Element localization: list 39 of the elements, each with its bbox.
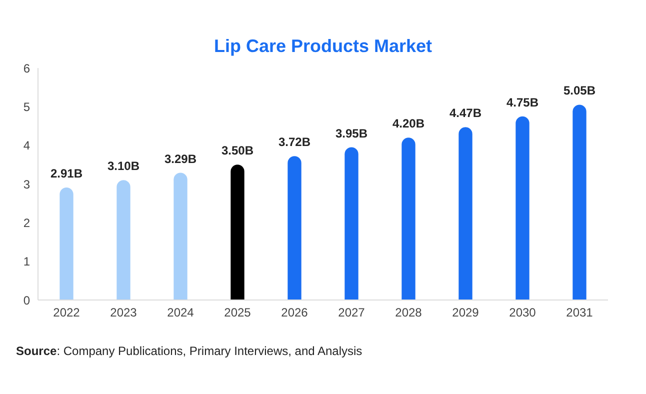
bar: [344, 147, 358, 300]
data-label: 4.20B: [392, 116, 425, 131]
bar: [116, 180, 130, 300]
x-tick-label: 2024: [167, 306, 194, 320]
y-tick-label: 2: [23, 216, 30, 230]
bar: [572, 104, 586, 300]
x-tick-label: 2030: [509, 306, 536, 320]
x-tick-label: 2029: [452, 306, 480, 320]
source-note: Source: Company Publications, Primary Interviews, and Analysis: [16, 344, 362, 358]
data-label: 3.95B: [335, 126, 368, 140]
data-label: 3.72B: [278, 135, 311, 150]
bar: [516, 116, 530, 300]
bar: [458, 127, 472, 300]
y-tick-label: 1: [23, 254, 30, 269]
y-tick-label: 5: [23, 100, 30, 114]
x-tick-label: 2025: [224, 306, 252, 320]
data-label: 5.05B: [563, 84, 596, 98]
data-label: 4.47B: [449, 106, 482, 120]
x-tick-label: 2027: [338, 306, 366, 320]
x-tick-label: 2022: [53, 306, 80, 320]
y-tick-label: 4: [23, 138, 30, 153]
data-label: 4.75B: [506, 95, 539, 110]
bar: [230, 164, 244, 300]
data-label: 3.10B: [107, 159, 140, 174]
bar: [60, 187, 74, 300]
bar: [288, 156, 302, 300]
data-label: 2.91B: [50, 166, 83, 180]
x-tick-label: 2026: [281, 306, 308, 320]
bar: [174, 172, 188, 300]
data-label: 3.29B: [164, 152, 197, 166]
x-tick-label: 2023: [110, 306, 138, 320]
x-tick-label: 2028: [395, 306, 422, 320]
y-tick-label: 3: [23, 177, 30, 192]
y-tick-label: 0: [23, 293, 30, 308]
bar: [402, 138, 416, 300]
y-tick-label: 6: [23, 61, 30, 76]
chart-title: Lip Care Products Market: [212, 35, 434, 58]
data-label: 3.50B: [221, 144, 254, 158]
x-tick-label: 2031: [566, 306, 594, 320]
